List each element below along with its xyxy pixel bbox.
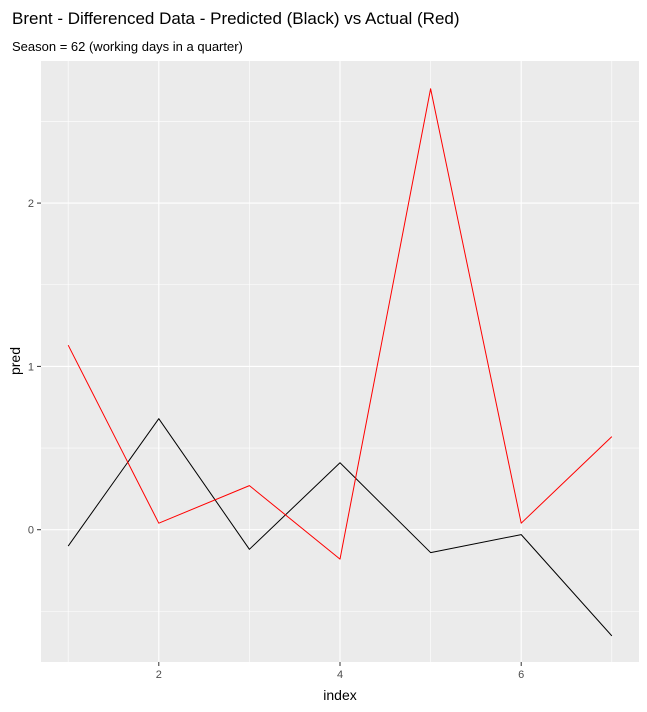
x-tick-label: 4 — [337, 669, 343, 681]
chart-subtitle: Season = 62 (working days in a quarter) — [12, 39, 243, 54]
x-tick-label: 2 — [156, 669, 162, 681]
y-tick-label: 1 — [28, 361, 34, 373]
y-tick-label: 0 — [28, 525, 34, 537]
series-line-predicted — [67, 418, 613, 637]
chart-title: Brent - Differenced Data - Predicted (Bl… — [12, 9, 460, 28]
series-line-actual — [67, 88, 613, 560]
x-tick-label: 6 — [518, 669, 524, 681]
series-layer — [67, 88, 613, 637]
y-axis: 0 1 2 — [28, 198, 41, 537]
y-tick-label: 2 — [28, 198, 34, 210]
grid-major — [41, 61, 639, 662]
x-axis-title: index — [323, 687, 356, 703]
y-axis-title: pred — [7, 347, 23, 375]
x-axis: 2 4 6 — [156, 662, 524, 681]
